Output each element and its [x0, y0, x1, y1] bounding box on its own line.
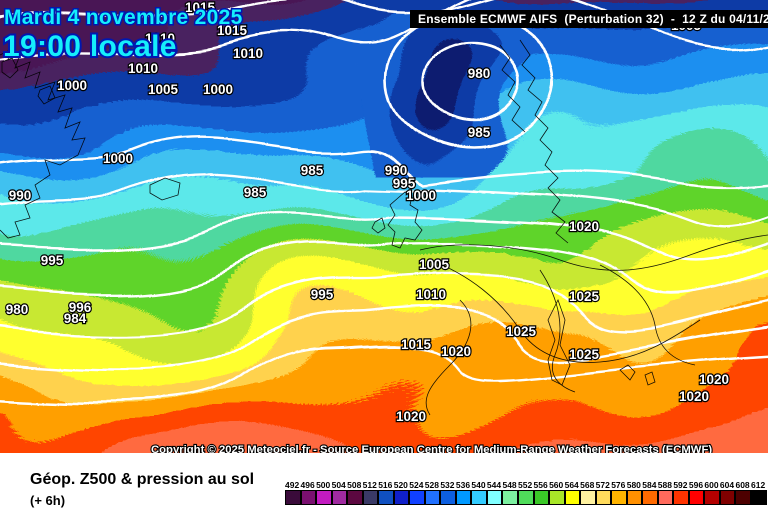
svg-text:980: 980 — [468, 66, 491, 81]
svg-text:1005: 1005 — [419, 257, 450, 272]
svg-text:980: 980 — [6, 302, 29, 317]
svg-text:1010: 1010 — [233, 46, 263, 61]
svg-text:1020: 1020 — [679, 389, 709, 404]
svg-text:995: 995 — [311, 287, 334, 302]
svg-text:1020: 1020 — [699, 372, 729, 387]
svg-text:1000: 1000 — [103, 151, 133, 166]
svg-text:984: 984 — [64, 311, 87, 326]
svg-text:985: 985 — [301, 163, 324, 178]
svg-text:1005: 1005 — [148, 82, 179, 97]
svg-text:1025: 1025 — [569, 347, 600, 362]
svg-text:1000: 1000 — [406, 188, 436, 203]
svg-text:1000: 1000 — [57, 78, 87, 93]
svg-text:985: 985 — [244, 185, 267, 200]
svg-text:1020: 1020 — [441, 344, 471, 359]
svg-text:1000: 1000 — [203, 82, 233, 97]
svg-text:1020: 1020 — [569, 219, 599, 234]
svg-text:1025: 1025 — [506, 324, 537, 339]
svg-text:1015: 1015 — [401, 337, 432, 352]
svg-text:1010: 1010 — [416, 287, 446, 302]
svg-text:990: 990 — [9, 188, 32, 203]
svg-text:985: 985 — [468, 125, 491, 140]
svg-text:1025: 1025 — [569, 289, 600, 304]
svg-text:995: 995 — [41, 253, 64, 268]
svg-text:1020: 1020 — [396, 409, 426, 424]
